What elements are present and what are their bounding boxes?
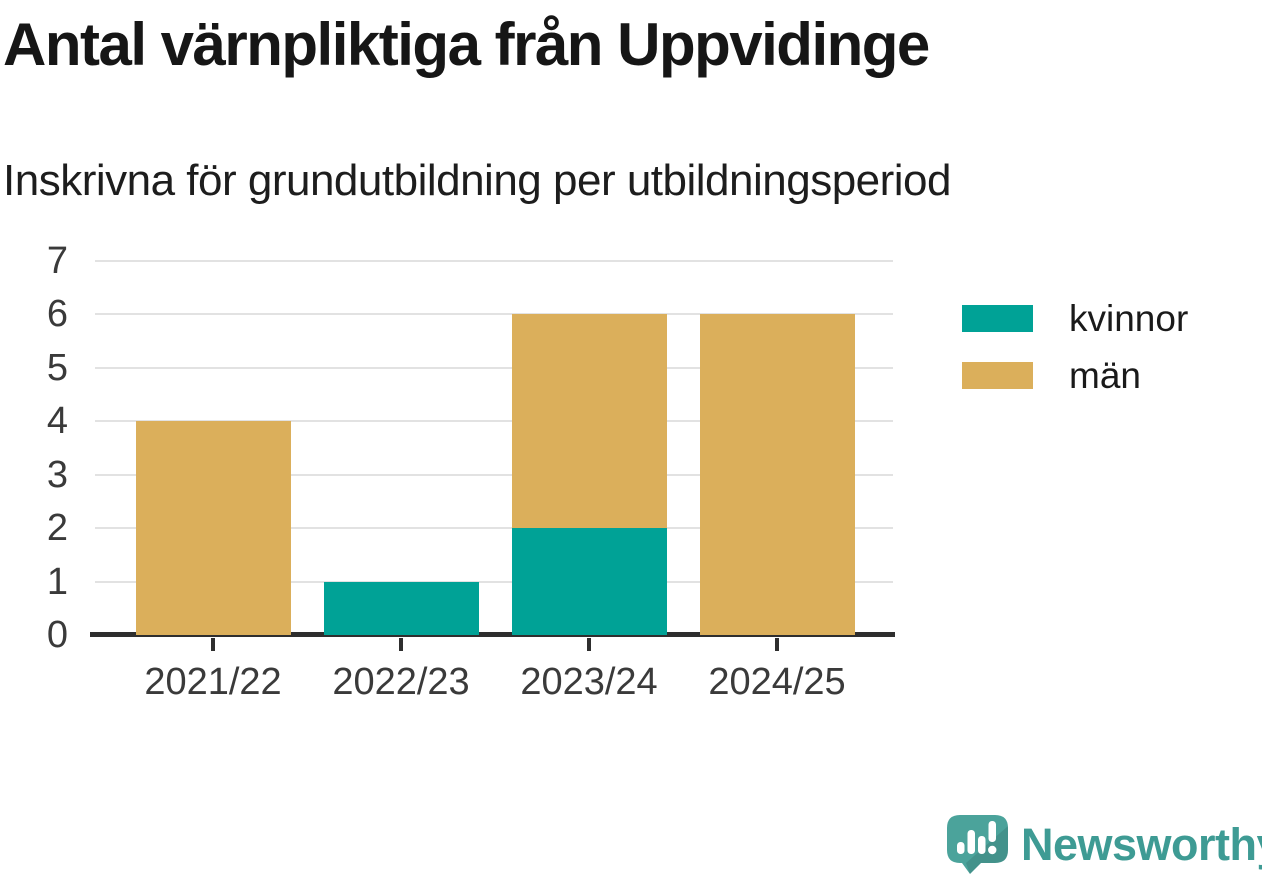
x-axis-line (90, 632, 895, 637)
gridline-y7 (95, 260, 893, 262)
newsworthy-logo-text: Newsworthy (1021, 818, 1262, 870)
y-tick-label-0: 0 (46, 614, 68, 656)
gridline-y3 (95, 473, 893, 476)
y-axis: 0 1 2 3 4 5 6 7 (0, 240, 68, 656)
bar-segment-män-2024-25 (699, 314, 855, 635)
x-tick-label-2021-22: 2021/22 (144, 661, 282, 703)
gridline-y6 (95, 313, 893, 316)
y-tick-label-4: 4 (46, 400, 68, 443)
legend-item-män: män (962, 357, 1188, 394)
x-tick-2021-22 (211, 638, 215, 651)
y-tick-label-6: 6 (46, 293, 68, 336)
legend-label-kvinnor: kvinnor (1069, 298, 1189, 339)
legend-label-män: män (1069, 355, 1141, 396)
x-tick-label-2024-25: 2024/25 (708, 661, 846, 703)
newsworthy-logo-icon (947, 815, 1008, 874)
chart-subtitle: Inskrivna för grundutbildning per utbild… (3, 156, 952, 205)
gridline-y5 (95, 366, 893, 369)
x-tick-2024-25 (775, 638, 779, 651)
gridline-y1 (95, 580, 893, 583)
y-tick-label-7: 7 (46, 240, 68, 282)
x-tick-2022-23 (399, 638, 403, 651)
y-tick-label-3: 3 (46, 453, 68, 496)
bar-segment-kvinnor-2023-24 (511, 528, 667, 635)
gridline-y2 (95, 527, 893, 530)
gridline-y4 (95, 420, 893, 423)
bar-segment-män-2023-24 (511, 314, 667, 529)
y-tick-label-5: 5 (46, 346, 68, 389)
bar-segment-kvinnor-2022-23 (323, 581, 479, 635)
chart-title: Antal värnpliktiga från Uppvidinge (3, 11, 930, 78)
bar-chart-plot-area: 2021/22 2022/23 2023/24 2024/25 (90, 260, 895, 703)
newsworthy-logo: Newsworthy (946, 814, 1262, 875)
legend-item-kvinnor: kvinnor (962, 300, 1188, 337)
bar-segment-män-2021-22 (135, 421, 291, 635)
x-tick-label-2023-24: 2023/24 (520, 661, 658, 703)
legend-swatch-män (962, 362, 1033, 389)
x-tick-label-2022-23: 2022/23 (332, 661, 470, 703)
legend-swatch-kvinnor (962, 305, 1033, 332)
x-tick-2023-24 (587, 638, 591, 651)
y-tick-label-1: 1 (46, 560, 68, 603)
y-tick-label-2: 2 (46, 507, 68, 550)
legend: kvinnor män (962, 300, 1188, 414)
